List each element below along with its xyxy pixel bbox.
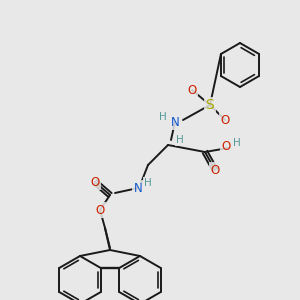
Text: H: H	[233, 138, 241, 148]
Text: O: O	[210, 164, 220, 176]
Text: N: N	[171, 116, 179, 128]
Text: O: O	[95, 203, 105, 217]
Text: H: H	[144, 178, 152, 188]
Text: O: O	[90, 176, 100, 188]
Text: O: O	[188, 83, 196, 97]
Text: O: O	[221, 140, 231, 152]
Text: O: O	[220, 113, 230, 127]
Text: N: N	[134, 182, 142, 194]
Text: H: H	[176, 135, 184, 145]
Text: H: H	[159, 112, 167, 122]
Text: S: S	[206, 98, 214, 112]
